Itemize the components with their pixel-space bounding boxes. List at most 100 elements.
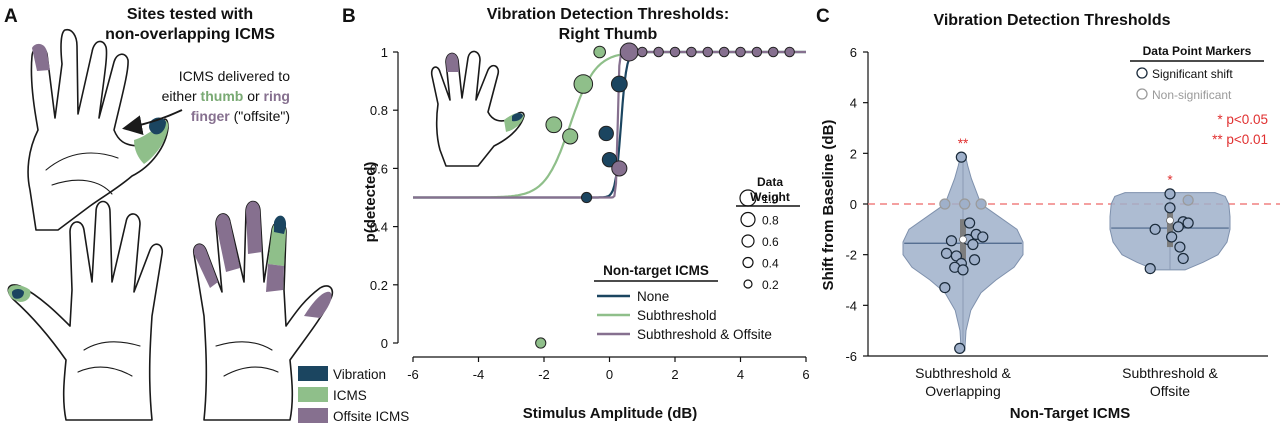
violin-point-1 [1166,231,1178,243]
violin-point-0 [939,198,951,210]
violin-point-1 [1144,263,1156,275]
violin-point-1 [1149,223,1161,235]
top-hand-outline [27,28,169,231]
p01-note: ** p<0.01 [1212,132,1268,147]
panel-a-title-line1: Sites tested with [127,6,253,23]
annotation-line1: ICMS delivered to [179,68,290,84]
p05-note: * p<0.05 [1217,112,1268,127]
violin-point-1 [1182,194,1194,206]
inset-hand-illustration [430,50,525,167]
data-point-1 [573,74,594,94]
violin-point-1 [1182,217,1194,229]
category-label-0: Overlapping [925,383,1001,399]
y-tick-label: 0.8 [370,103,388,118]
violin-plot: -6 -4 -2 0 2 4 6 ** Subthreshold & Overlapping * Su… [845,45,1280,399]
right-hand-crease [215,341,273,351]
violin-point-0 [963,217,976,229]
y-tick-label: 2 [850,146,857,161]
weight-legend-label-1: 0.8 [762,214,779,228]
data-point-2 [669,46,681,58]
right-hand-illustration [192,200,334,421]
category-label-1: Subthreshold & [1122,365,1218,381]
data-point-1 [545,116,563,134]
weight-legend: 1.0 0.8 0.6 0.4 0.2 [739,189,779,292]
x-tick-label: -2 [538,367,550,382]
panel-b-title-line2: Right Thumb [559,26,658,43]
violin-point-0 [957,264,969,276]
panel-b-y-axis-title: p(detected) [362,162,379,243]
series-legend-label-1: Subthreshold [637,308,717,323]
inset-hand-vibration [512,113,523,122]
panel-c-letter: C [816,6,830,27]
right-hand-offsite-middle [246,201,262,254]
y-tick-label: 4 [850,96,857,111]
right-hand-vibration-index [274,215,287,234]
series-legend-label-0: None [637,289,669,304]
data-point-2 [619,42,639,62]
series-legend-label-2: Subthreshold & Offsite [637,327,772,342]
annotation-arrow [122,109,183,135]
violin-point-1 [1177,252,1189,265]
left-hand-crease-2 [77,366,133,377]
marker-legend-sig-label: Significant shift [1152,67,1233,81]
x-tick-label: 6 [802,367,809,382]
legend-swatch-offsite [298,408,328,423]
violin-point-1 [1172,221,1184,233]
top-hand-crease-2 [51,179,113,195]
left-hand-illustration [7,200,164,421]
violin-median-0 [959,235,967,244]
top-hand-offsite-fingertip [32,43,50,71]
weight-legend-title-2: Weight [750,190,790,204]
category-label-0: Subthreshold & [915,365,1011,381]
violin-point-0 [940,247,953,259]
series-legend: None Subthreshold Subthreshold & Offsite [597,289,772,342]
marker-legend-nonsig-symbol [1136,88,1148,100]
violin-point-0 [954,342,966,354]
data-point-2 [702,46,713,58]
data-point-2 [735,46,746,58]
data-point-2 [768,46,779,58]
significance-star-1: * [1167,173,1173,188]
weight-legend-label-4: 0.2 [762,278,779,292]
violin-point-0 [939,282,951,294]
top-hand-crease [45,152,119,171]
x-tick-label: -4 [473,367,485,382]
data-point-2 [784,46,795,58]
panel-c-title: Vibration Detection Thresholds [933,12,1170,29]
category-label-1: Offsite [1150,383,1190,399]
left-hand-outline [7,200,164,421]
weight-legend-symbol-3 [742,256,754,269]
legend-swatch-vibration [298,366,328,381]
psychometric-plot: -6 -4 -2 0 2 4 6 0 0.2 0.4 0.6 0.8 1 [370,42,810,382]
weight-legend-symbol-1 [740,211,756,228]
data-point-2 [718,46,730,58]
panel-b: B Vibration Detection Thresholds: Right … [342,6,810,422]
marker-legend-title: Data Point Markers [1143,44,1252,58]
data-point-2 [611,160,628,177]
data-point-0 [610,75,628,93]
data-point-0 [598,125,614,142]
right-hand-offsite-thumb [304,291,332,318]
panel-b-letter: B [342,6,356,27]
annotation-line2: either thumb or ring [162,88,290,104]
y-tick-label: 0 [850,197,857,212]
y-tick-label: 0.2 [370,278,388,293]
right-hand-offsite-index-base [266,264,284,292]
data-point-2 [751,46,763,58]
violin-point-0 [955,151,967,163]
data-point-0 [601,151,618,168]
weight-legend-title-1: Data [757,175,783,189]
y-tick-label: 0 [381,336,388,351]
data-point-2 [637,46,648,58]
legend-label-vibration: Vibration [333,367,386,382]
right-hand-offsite-ring [216,213,240,272]
data-point-2 [686,46,697,58]
violin-iqr-1 [1167,206,1173,248]
data-point-1 [562,128,579,145]
violin-median-1 [1166,216,1174,225]
x-tick-label: -6 [407,367,419,382]
legend-label-offsite: Offsite ICMS [333,409,409,424]
weight-legend-symbol-0 [739,189,757,207]
panel-c: C Vibration Detection Thresholds -6 -4 -2 0… [816,6,1280,422]
panel-a: A Sites tested with non-overlapping ICMS… [4,6,409,424]
